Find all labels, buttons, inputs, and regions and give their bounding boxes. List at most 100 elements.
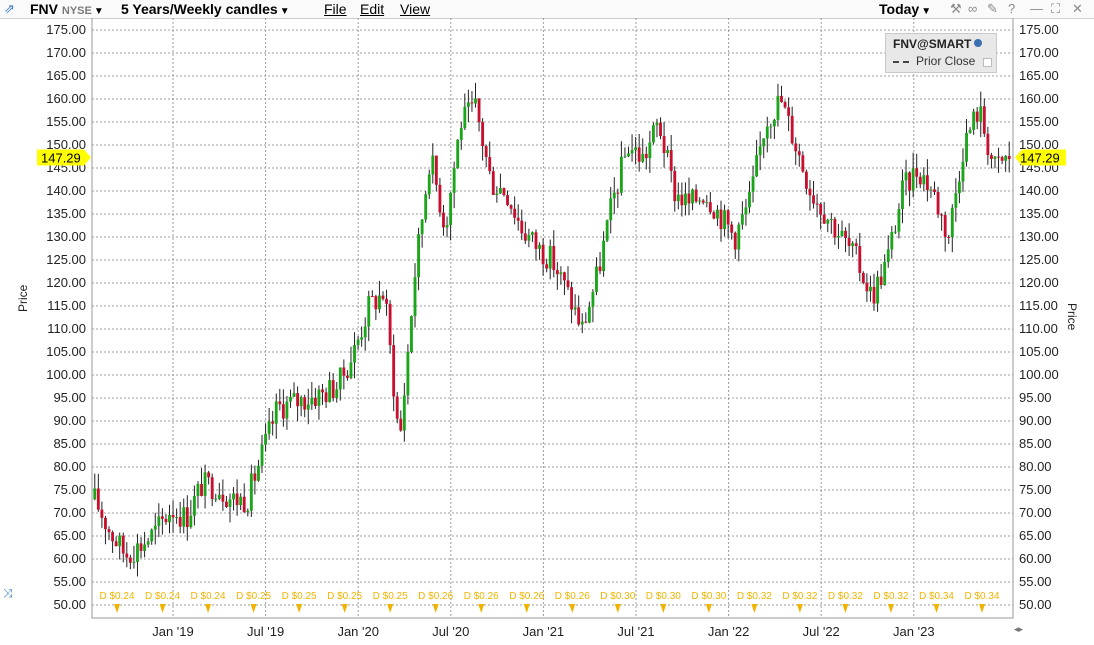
candle-up	[609, 198, 613, 221]
candle-up	[769, 126, 773, 128]
candle-down	[221, 494, 225, 502]
candle-up	[634, 147, 638, 151]
candle-down	[392, 345, 396, 397]
dividend-arrow-icon[interactable]	[523, 604, 530, 613]
candle-down	[207, 472, 211, 478]
dividend-arrow-icon[interactable]	[341, 604, 348, 613]
candle-down	[388, 303, 392, 346]
candle-up	[378, 295, 381, 310]
dividend-label: D $0.30	[691, 591, 726, 602]
crosshair-icon[interactable]: ⤨	[3, 586, 13, 600]
symbol-selector[interactable]: FNV NYSE ▼	[30, 1, 104, 20]
dividend-arrow-icon[interactable]	[705, 604, 712, 613]
link-icon[interactable]: ∞	[968, 1, 978, 16]
candle-down	[111, 532, 114, 542]
candle-up	[630, 150, 634, 154]
candle-down	[812, 195, 815, 204]
y-tick-label-right: 75.00	[1019, 482, 1052, 497]
candle-down	[673, 170, 677, 202]
candle-down	[506, 195, 509, 206]
dividend-arrow-icon[interactable]	[432, 604, 439, 613]
close-icon[interactable]: ✕	[1072, 1, 1083, 16]
prior-close-line-icon	[893, 61, 909, 63]
candle-down	[481, 122, 485, 147]
dividend-arrow-icon[interactable]	[114, 604, 120, 613]
candle-down	[584, 321, 588, 323]
dividend-arrow-icon[interactable]	[250, 604, 257, 613]
dividend-arrow-icon[interactable]	[296, 604, 303, 613]
candle-up	[459, 128, 463, 140]
dividend-arrow-icon[interactable]	[569, 604, 576, 613]
dividend-arrow-icon[interactable]	[979, 604, 985, 613]
candle-down	[235, 493, 239, 506]
candle-up	[452, 168, 456, 193]
dividend-arrow-icon[interactable]	[159, 604, 166, 613]
y-tick-label-right: 95.00	[1019, 390, 1052, 405]
candle-up	[651, 125, 655, 143]
candle-up	[893, 231, 897, 233]
dividend-arrow-icon[interactable]	[842, 604, 849, 613]
candle-down	[171, 514, 175, 518]
price-chart[interactable]: 50.00 50.00 55.00 55.00 60.00 60.00 65.00 65.00…	[0, 18, 1094, 645]
candle-up	[954, 193, 958, 208]
candle-down	[918, 176, 922, 185]
candle-down	[719, 209, 723, 230]
minimize-icon[interactable]: —	[1030, 1, 1043, 16]
candle-up	[175, 517, 179, 519]
candle-up	[531, 232, 534, 235]
dividend-arrow-icon[interactable]	[478, 604, 485, 613]
candle-up	[360, 337, 364, 340]
candle-down	[815, 203, 819, 205]
scroll-right-icon[interactable]: ◂▸	[1014, 624, 1024, 634]
y-tick-label-right: 115.00	[1019, 298, 1058, 313]
menu-view[interactable]: View	[400, 1, 431, 17]
candle-down	[975, 111, 979, 122]
candle-up	[979, 106, 983, 122]
last-price-tag-left	[37, 149, 91, 166]
candle-up	[666, 150, 670, 154]
dividend-label: D $0.25	[236, 591, 271, 602]
candle-down	[381, 295, 385, 299]
candle-up	[335, 389, 339, 399]
candle-down	[708, 202, 712, 213]
y-tick-label-right: 50.00	[1019, 597, 1052, 612]
dividend-arrow-icon[interactable]	[796, 604, 803, 613]
candle-down	[819, 204, 823, 215]
checkbox-icon[interactable]	[983, 58, 992, 67]
dividend-label: D $0.30	[646, 591, 681, 602]
candle-up	[338, 367, 342, 390]
wrench-icon[interactable]: ⚒	[950, 1, 962, 16]
candle-up	[267, 421, 271, 434]
candle-down	[936, 191, 940, 215]
candle-up	[698, 200, 702, 202]
dividend-arrow-icon[interactable]	[660, 604, 667, 613]
dividend-label: D $0.26	[418, 591, 453, 602]
y-tick-label-left: 150.00	[46, 137, 86, 152]
menu-edit[interactable]: Edit	[360, 1, 385, 17]
dividend-arrow-icon[interactable]	[751, 604, 758, 613]
dividend-arrow-icon[interactable]	[887, 604, 894, 613]
dividend-arrow-icon[interactable]	[205, 604, 212, 613]
y-tick-label-right: 160.00	[1019, 91, 1059, 106]
candle-down	[726, 210, 730, 225]
candle-up	[627, 153, 630, 157]
dividend-arrow-icon[interactable]	[614, 604, 621, 613]
candle-down	[808, 188, 812, 196]
menu-file[interactable]: File	[324, 1, 347, 17]
help-icon[interactable]: ?	[1008, 1, 1016, 16]
period-selector[interactable]: 5 Years/Weekly candles ▼	[121, 1, 290, 20]
pin-icon[interactable]: ✎	[987, 1, 998, 16]
candle-down	[470, 102, 474, 104]
candle-up	[762, 138, 766, 147]
y-tick-label-left: 130.00	[46, 229, 86, 244]
candle-down	[488, 157, 492, 172]
candle-up	[367, 296, 371, 327]
candle-up	[559, 272, 563, 275]
range-selector[interactable]: Today ▼	[879, 1, 931, 20]
maximize-icon[interactable]: ⛶	[1051, 1, 1061, 16]
candle-up	[249, 473, 253, 511]
dividend-arrow-icon[interactable]	[933, 604, 940, 613]
y-tick-label-left: 135.00	[46, 206, 86, 221]
candle-down	[879, 276, 883, 286]
dividend-arrow-icon[interactable]	[387, 604, 394, 613]
